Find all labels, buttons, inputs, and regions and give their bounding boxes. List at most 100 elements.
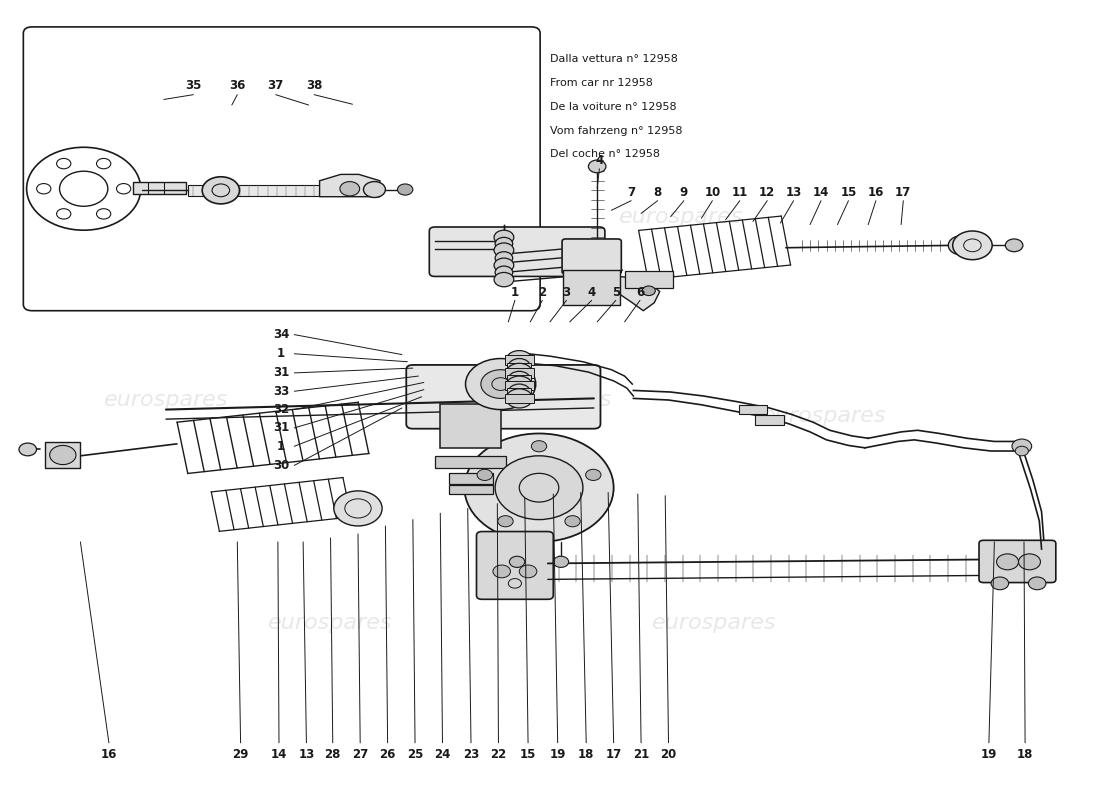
Text: 10: 10 bbox=[704, 186, 720, 199]
Text: Dalla vettura n° 12958: Dalla vettura n° 12958 bbox=[550, 54, 678, 64]
Circle shape bbox=[991, 577, 1009, 590]
Text: eurospares: eurospares bbox=[619, 206, 744, 226]
Text: 35: 35 bbox=[185, 78, 201, 91]
Circle shape bbox=[464, 434, 614, 542]
Text: 34: 34 bbox=[273, 328, 289, 341]
Circle shape bbox=[363, 182, 385, 198]
Bar bbox=[505, 368, 534, 378]
Text: 14: 14 bbox=[271, 748, 287, 762]
Bar bbox=[440, 404, 500, 448]
Bar bbox=[45, 442, 80, 468]
FancyBboxPatch shape bbox=[429, 227, 605, 277]
Text: 1: 1 bbox=[510, 286, 519, 299]
FancyBboxPatch shape bbox=[562, 239, 622, 274]
Circle shape bbox=[508, 371, 530, 387]
Text: eurospares: eurospares bbox=[652, 614, 777, 634]
Bar bbox=[756, 415, 783, 425]
Text: 14: 14 bbox=[813, 186, 829, 199]
Text: 12: 12 bbox=[759, 186, 775, 199]
Circle shape bbox=[397, 184, 412, 195]
Circle shape bbox=[465, 358, 536, 410]
Circle shape bbox=[494, 273, 514, 286]
Text: 6: 6 bbox=[636, 286, 645, 299]
Text: 19: 19 bbox=[550, 748, 565, 762]
Circle shape bbox=[565, 516, 580, 527]
Text: Del coche n° 12958: Del coche n° 12958 bbox=[550, 150, 660, 159]
Circle shape bbox=[506, 389, 532, 408]
Circle shape bbox=[508, 358, 530, 374]
Text: 9: 9 bbox=[680, 186, 688, 199]
Bar bbox=[739, 405, 768, 414]
Text: Vom fahrzeng n° 12958: Vom fahrzeng n° 12958 bbox=[550, 126, 682, 135]
Text: 18: 18 bbox=[1016, 748, 1033, 762]
FancyBboxPatch shape bbox=[563, 270, 620, 305]
Text: 11: 11 bbox=[732, 186, 748, 199]
Text: 31: 31 bbox=[273, 422, 289, 434]
Bar bbox=[133, 182, 186, 194]
Text: 37: 37 bbox=[267, 78, 284, 91]
Circle shape bbox=[531, 441, 547, 452]
Bar bbox=[188, 185, 320, 196]
Circle shape bbox=[50, 446, 76, 465]
Bar bbox=[434, 456, 506, 468]
Text: 17: 17 bbox=[605, 748, 621, 762]
Text: 32: 32 bbox=[273, 403, 289, 416]
Circle shape bbox=[495, 266, 513, 279]
Text: From car nr 12958: From car nr 12958 bbox=[550, 78, 653, 88]
Text: 31: 31 bbox=[273, 366, 289, 379]
Text: eurospares: eurospares bbox=[235, 166, 360, 186]
Circle shape bbox=[19, 443, 36, 456]
Circle shape bbox=[495, 252, 513, 265]
Text: 13: 13 bbox=[298, 748, 315, 762]
Text: eurospares: eurospares bbox=[762, 406, 887, 426]
Text: 29: 29 bbox=[232, 748, 249, 762]
Text: 4: 4 bbox=[587, 286, 596, 299]
Text: 18: 18 bbox=[578, 748, 594, 762]
Circle shape bbox=[494, 258, 514, 273]
Text: 28: 28 bbox=[324, 748, 341, 762]
Bar bbox=[507, 362, 531, 370]
Text: 26: 26 bbox=[379, 748, 396, 762]
Circle shape bbox=[498, 516, 514, 527]
Text: 33: 33 bbox=[273, 385, 289, 398]
Text: 17: 17 bbox=[895, 186, 912, 199]
Text: 16: 16 bbox=[101, 748, 117, 762]
Text: 23: 23 bbox=[463, 748, 480, 762]
Polygon shape bbox=[594, 273, 660, 310]
Bar bbox=[505, 355, 534, 365]
Circle shape bbox=[1012, 439, 1032, 454]
Text: 13: 13 bbox=[785, 186, 802, 199]
Circle shape bbox=[494, 243, 514, 258]
Text: 36: 36 bbox=[229, 78, 245, 91]
Text: 1: 1 bbox=[277, 440, 285, 453]
Circle shape bbox=[495, 456, 583, 519]
Bar bbox=[449, 473, 493, 484]
Circle shape bbox=[493, 565, 510, 578]
Circle shape bbox=[481, 370, 520, 398]
Text: 4: 4 bbox=[595, 154, 604, 167]
Circle shape bbox=[519, 565, 537, 578]
FancyBboxPatch shape bbox=[406, 365, 601, 429]
Bar bbox=[625, 271, 673, 288]
Circle shape bbox=[506, 363, 532, 382]
Circle shape bbox=[588, 160, 606, 173]
Text: eurospares: eurospares bbox=[268, 614, 393, 634]
Text: 1: 1 bbox=[277, 347, 285, 360]
Circle shape bbox=[477, 470, 493, 481]
Text: 22: 22 bbox=[491, 748, 507, 762]
Text: 30: 30 bbox=[273, 459, 289, 472]
Circle shape bbox=[202, 177, 240, 204]
Circle shape bbox=[494, 230, 514, 245]
Text: 25: 25 bbox=[407, 748, 424, 762]
Text: 5: 5 bbox=[612, 286, 620, 299]
Bar bbox=[449, 485, 493, 494]
Text: 24: 24 bbox=[434, 748, 451, 762]
Circle shape bbox=[1028, 577, 1046, 590]
Circle shape bbox=[585, 470, 601, 481]
Text: De la voiture n° 12958: De la voiture n° 12958 bbox=[550, 102, 676, 112]
FancyBboxPatch shape bbox=[979, 540, 1056, 582]
Text: 15: 15 bbox=[520, 748, 536, 762]
Bar bbox=[507, 375, 531, 383]
FancyBboxPatch shape bbox=[23, 27, 540, 310]
Circle shape bbox=[506, 350, 532, 370]
